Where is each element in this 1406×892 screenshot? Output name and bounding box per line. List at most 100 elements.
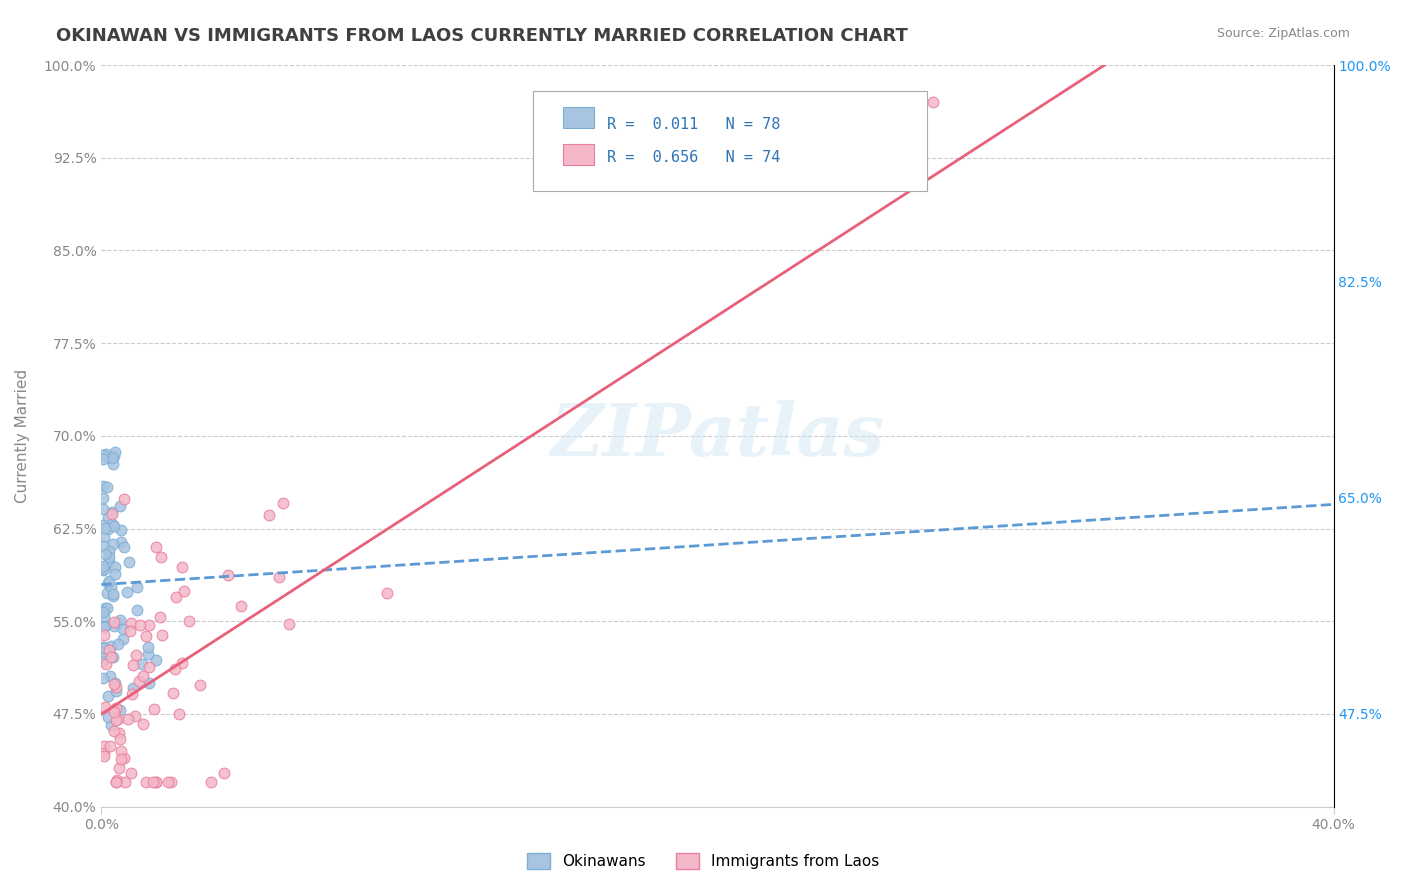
Point — [142, 775, 165, 789]
Point — [125, 603, 148, 617]
Point — [132, 717, 155, 731]
Point — [212, 766, 235, 780]
Point — [93, 530, 115, 544]
FancyBboxPatch shape — [564, 145, 595, 165]
Point — [96, 600, 118, 615]
Point — [105, 713, 128, 727]
Point — [107, 637, 129, 651]
Point — [103, 723, 125, 738]
Point — [100, 505, 122, 519]
Point — [93, 628, 115, 642]
Point — [149, 610, 172, 624]
Point — [98, 555, 121, 569]
Point — [101, 450, 124, 465]
Point — [97, 690, 120, 704]
Point — [124, 708, 146, 723]
Point — [105, 683, 128, 698]
Point — [104, 676, 127, 690]
Point — [922, 95, 945, 110]
Point — [135, 775, 157, 789]
Point — [103, 705, 125, 719]
Point — [121, 687, 143, 701]
Point — [103, 457, 125, 471]
Point — [108, 725, 131, 739]
Point — [121, 658, 143, 673]
Point — [103, 619, 125, 633]
Point — [91, 479, 114, 493]
Point — [93, 748, 115, 763]
Point — [172, 560, 194, 574]
Point — [104, 559, 127, 574]
Point — [93, 746, 115, 760]
Point — [100, 717, 122, 731]
Point — [115, 585, 138, 599]
Point — [112, 632, 135, 647]
Point — [91, 654, 114, 668]
Point — [112, 491, 135, 506]
Point — [271, 495, 294, 509]
Point — [91, 671, 114, 685]
Point — [145, 653, 167, 667]
Point — [135, 630, 157, 644]
Point — [93, 640, 115, 655]
Point — [170, 656, 193, 670]
Point — [100, 640, 122, 654]
Point — [94, 657, 117, 671]
Point — [136, 647, 159, 661]
Point — [117, 712, 139, 726]
Point — [97, 522, 120, 536]
Point — [101, 589, 124, 603]
Point — [167, 707, 190, 722]
Point — [100, 580, 122, 594]
Point — [162, 686, 184, 700]
Point — [145, 775, 167, 789]
Point — [131, 669, 153, 683]
Point — [94, 447, 117, 461]
Point — [136, 640, 159, 654]
Text: OKINAWAN VS IMMIGRANTS FROM LAOS CURRENTLY MARRIED CORRELATION CHART: OKINAWAN VS IMMIGRANTS FROM LAOS CURRENT… — [56, 27, 908, 45]
Point — [93, 561, 115, 575]
Point — [111, 622, 134, 636]
Point — [93, 620, 115, 634]
Point — [120, 766, 142, 780]
Point — [108, 613, 131, 627]
Point — [112, 540, 135, 554]
Point — [103, 677, 125, 691]
Point — [120, 624, 142, 639]
Point — [138, 659, 160, 673]
Point — [97, 710, 120, 724]
Point — [217, 568, 239, 582]
Point — [105, 773, 128, 788]
Point — [108, 761, 131, 775]
Point — [112, 751, 135, 765]
Point — [138, 676, 160, 690]
Point — [94, 521, 117, 535]
Point — [107, 712, 129, 726]
Point — [120, 615, 142, 630]
Text: R =  0.011   N = 78: R = 0.011 N = 78 — [606, 117, 780, 132]
Point — [110, 744, 132, 758]
Point — [97, 574, 120, 588]
Point — [108, 703, 131, 717]
Point — [160, 775, 183, 789]
Point — [163, 662, 186, 676]
Point — [103, 519, 125, 533]
Point — [269, 570, 291, 584]
Point — [97, 576, 120, 591]
Point — [166, 591, 188, 605]
Point — [157, 775, 180, 789]
Point — [94, 700, 117, 714]
Point — [177, 614, 200, 628]
FancyBboxPatch shape — [564, 107, 595, 128]
Point — [105, 616, 128, 631]
Point — [91, 491, 114, 505]
Point — [93, 739, 115, 753]
Point — [104, 680, 127, 694]
Point — [100, 669, 122, 683]
Point — [257, 508, 280, 522]
Point — [96, 450, 118, 464]
Point — [101, 649, 124, 664]
Point — [91, 640, 114, 655]
Text: ZIPatlas: ZIPatlas — [550, 401, 884, 471]
Point — [110, 752, 132, 766]
